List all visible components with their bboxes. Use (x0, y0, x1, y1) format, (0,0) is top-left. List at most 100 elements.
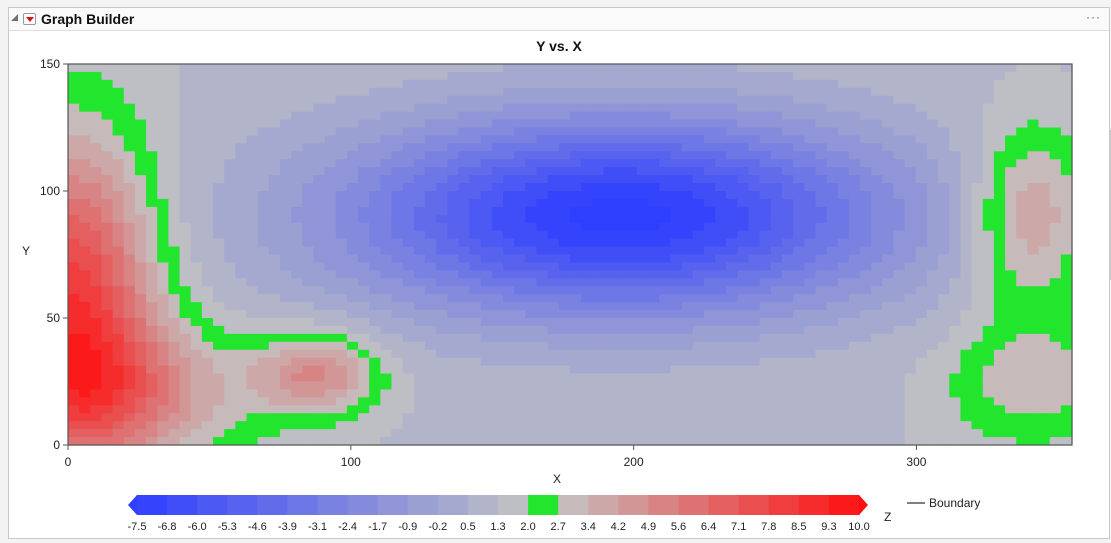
contour-cell (648, 262, 660, 271)
contour-cell (1038, 143, 1051, 152)
contour-cell (101, 119, 114, 129)
contour-cell (391, 254, 404, 264)
disclosure-triangle-icon[interactable] (11, 14, 18, 21)
contour-cell (625, 341, 638, 351)
contour-cell (748, 175, 761, 184)
scrollbar[interactable] (1109, 130, 1111, 280)
contour-cell (826, 119, 839, 129)
contour-cell (570, 79, 582, 89)
contour-cell (781, 214, 794, 224)
contour-cell (369, 246, 381, 256)
contour-cell (793, 325, 805, 335)
contour-cell (815, 230, 828, 240)
contour-cell (190, 143, 203, 152)
contour-cell (960, 206, 973, 216)
contour-cell (424, 175, 437, 184)
contour-cell (491, 389, 504, 398)
contour-cell (447, 437, 460, 446)
contour-cell (837, 64, 850, 73)
contour-cell (469, 95, 482, 105)
contour-cell (648, 87, 660, 97)
contour-cell (547, 318, 560, 327)
contour-cell (737, 429, 750, 438)
contour-cell (748, 135, 761, 144)
contour-cell (592, 167, 605, 176)
contour-cell (1049, 64, 1062, 73)
contour-cell (168, 64, 181, 73)
contour-cell (748, 365, 761, 375)
contour-cell (369, 397, 381, 406)
contour-cell (815, 365, 828, 375)
contour-cell (168, 79, 181, 89)
contour-cell (279, 230, 292, 240)
contour-cell (703, 302, 716, 311)
contour-cell (681, 437, 694, 446)
contour-cell (581, 333, 593, 343)
contour-cell (235, 103, 248, 113)
contour-cell (447, 64, 460, 73)
contour-cell (68, 421, 80, 430)
contour-cell (525, 64, 538, 73)
contour-cell (815, 349, 828, 359)
contour-cell (469, 365, 482, 375)
contour-cell (614, 95, 627, 105)
contour-cell (960, 71, 973, 81)
contour-cell (313, 413, 326, 422)
contour-cell (257, 230, 270, 240)
contour-cell (625, 381, 638, 391)
contour-cell (369, 278, 381, 287)
contour-cell (926, 357, 939, 367)
contour-cell (268, 318, 281, 327)
contour-cell (592, 262, 605, 271)
contour-cell (1005, 341, 1017, 351)
contour-cell (793, 318, 805, 327)
contour-cell (860, 429, 872, 438)
contour-cell (469, 87, 482, 97)
contour-cell (1038, 191, 1051, 200)
contour-cell (179, 79, 192, 89)
contour-cell (971, 79, 984, 89)
contour-cell (848, 111, 861, 121)
contour-cell (893, 151, 906, 160)
contour-cell (781, 111, 794, 121)
red-triangle-menu-icon[interactable] (23, 13, 36, 25)
contour-cell (279, 111, 292, 121)
contour-cell (134, 421, 147, 430)
contour-cell (659, 159, 671, 168)
contour-cell (982, 278, 995, 287)
contour-cell (190, 135, 203, 144)
contour-cell (759, 238, 772, 248)
contour-cell (413, 421, 426, 430)
contour-cell (726, 191, 738, 200)
contour-cell (871, 254, 883, 264)
contour-cell (101, 310, 114, 319)
contour-cell (1049, 429, 1062, 438)
contour-cell (570, 111, 582, 121)
contour-cell (313, 111, 326, 121)
contour-cell (168, 87, 181, 97)
contour-cell (469, 270, 482, 279)
contour-cell (179, 389, 192, 398)
contour-cell (960, 278, 973, 287)
contour-cell (491, 191, 504, 200)
contour-cell (514, 294, 526, 303)
contour-cell (659, 357, 671, 367)
contour-cell (915, 294, 928, 303)
contour-cell (224, 191, 236, 200)
contour-cell (1005, 333, 1017, 343)
contour-cell (79, 103, 91, 113)
more-options-icon[interactable]: ··· (1086, 10, 1101, 24)
contour-cell (759, 159, 772, 168)
contour-cell (235, 341, 248, 351)
contour-cell (648, 333, 660, 343)
contour-cell (380, 405, 393, 414)
contour-cell (168, 175, 181, 184)
contour-cell (224, 333, 236, 343)
contour-cell (926, 64, 939, 73)
contour-cell (112, 135, 125, 144)
contour-cell (436, 429, 448, 438)
contour-cell (279, 429, 292, 438)
contour-cell (458, 310, 471, 319)
contour-cell (268, 421, 281, 430)
contour-cell (201, 64, 214, 73)
